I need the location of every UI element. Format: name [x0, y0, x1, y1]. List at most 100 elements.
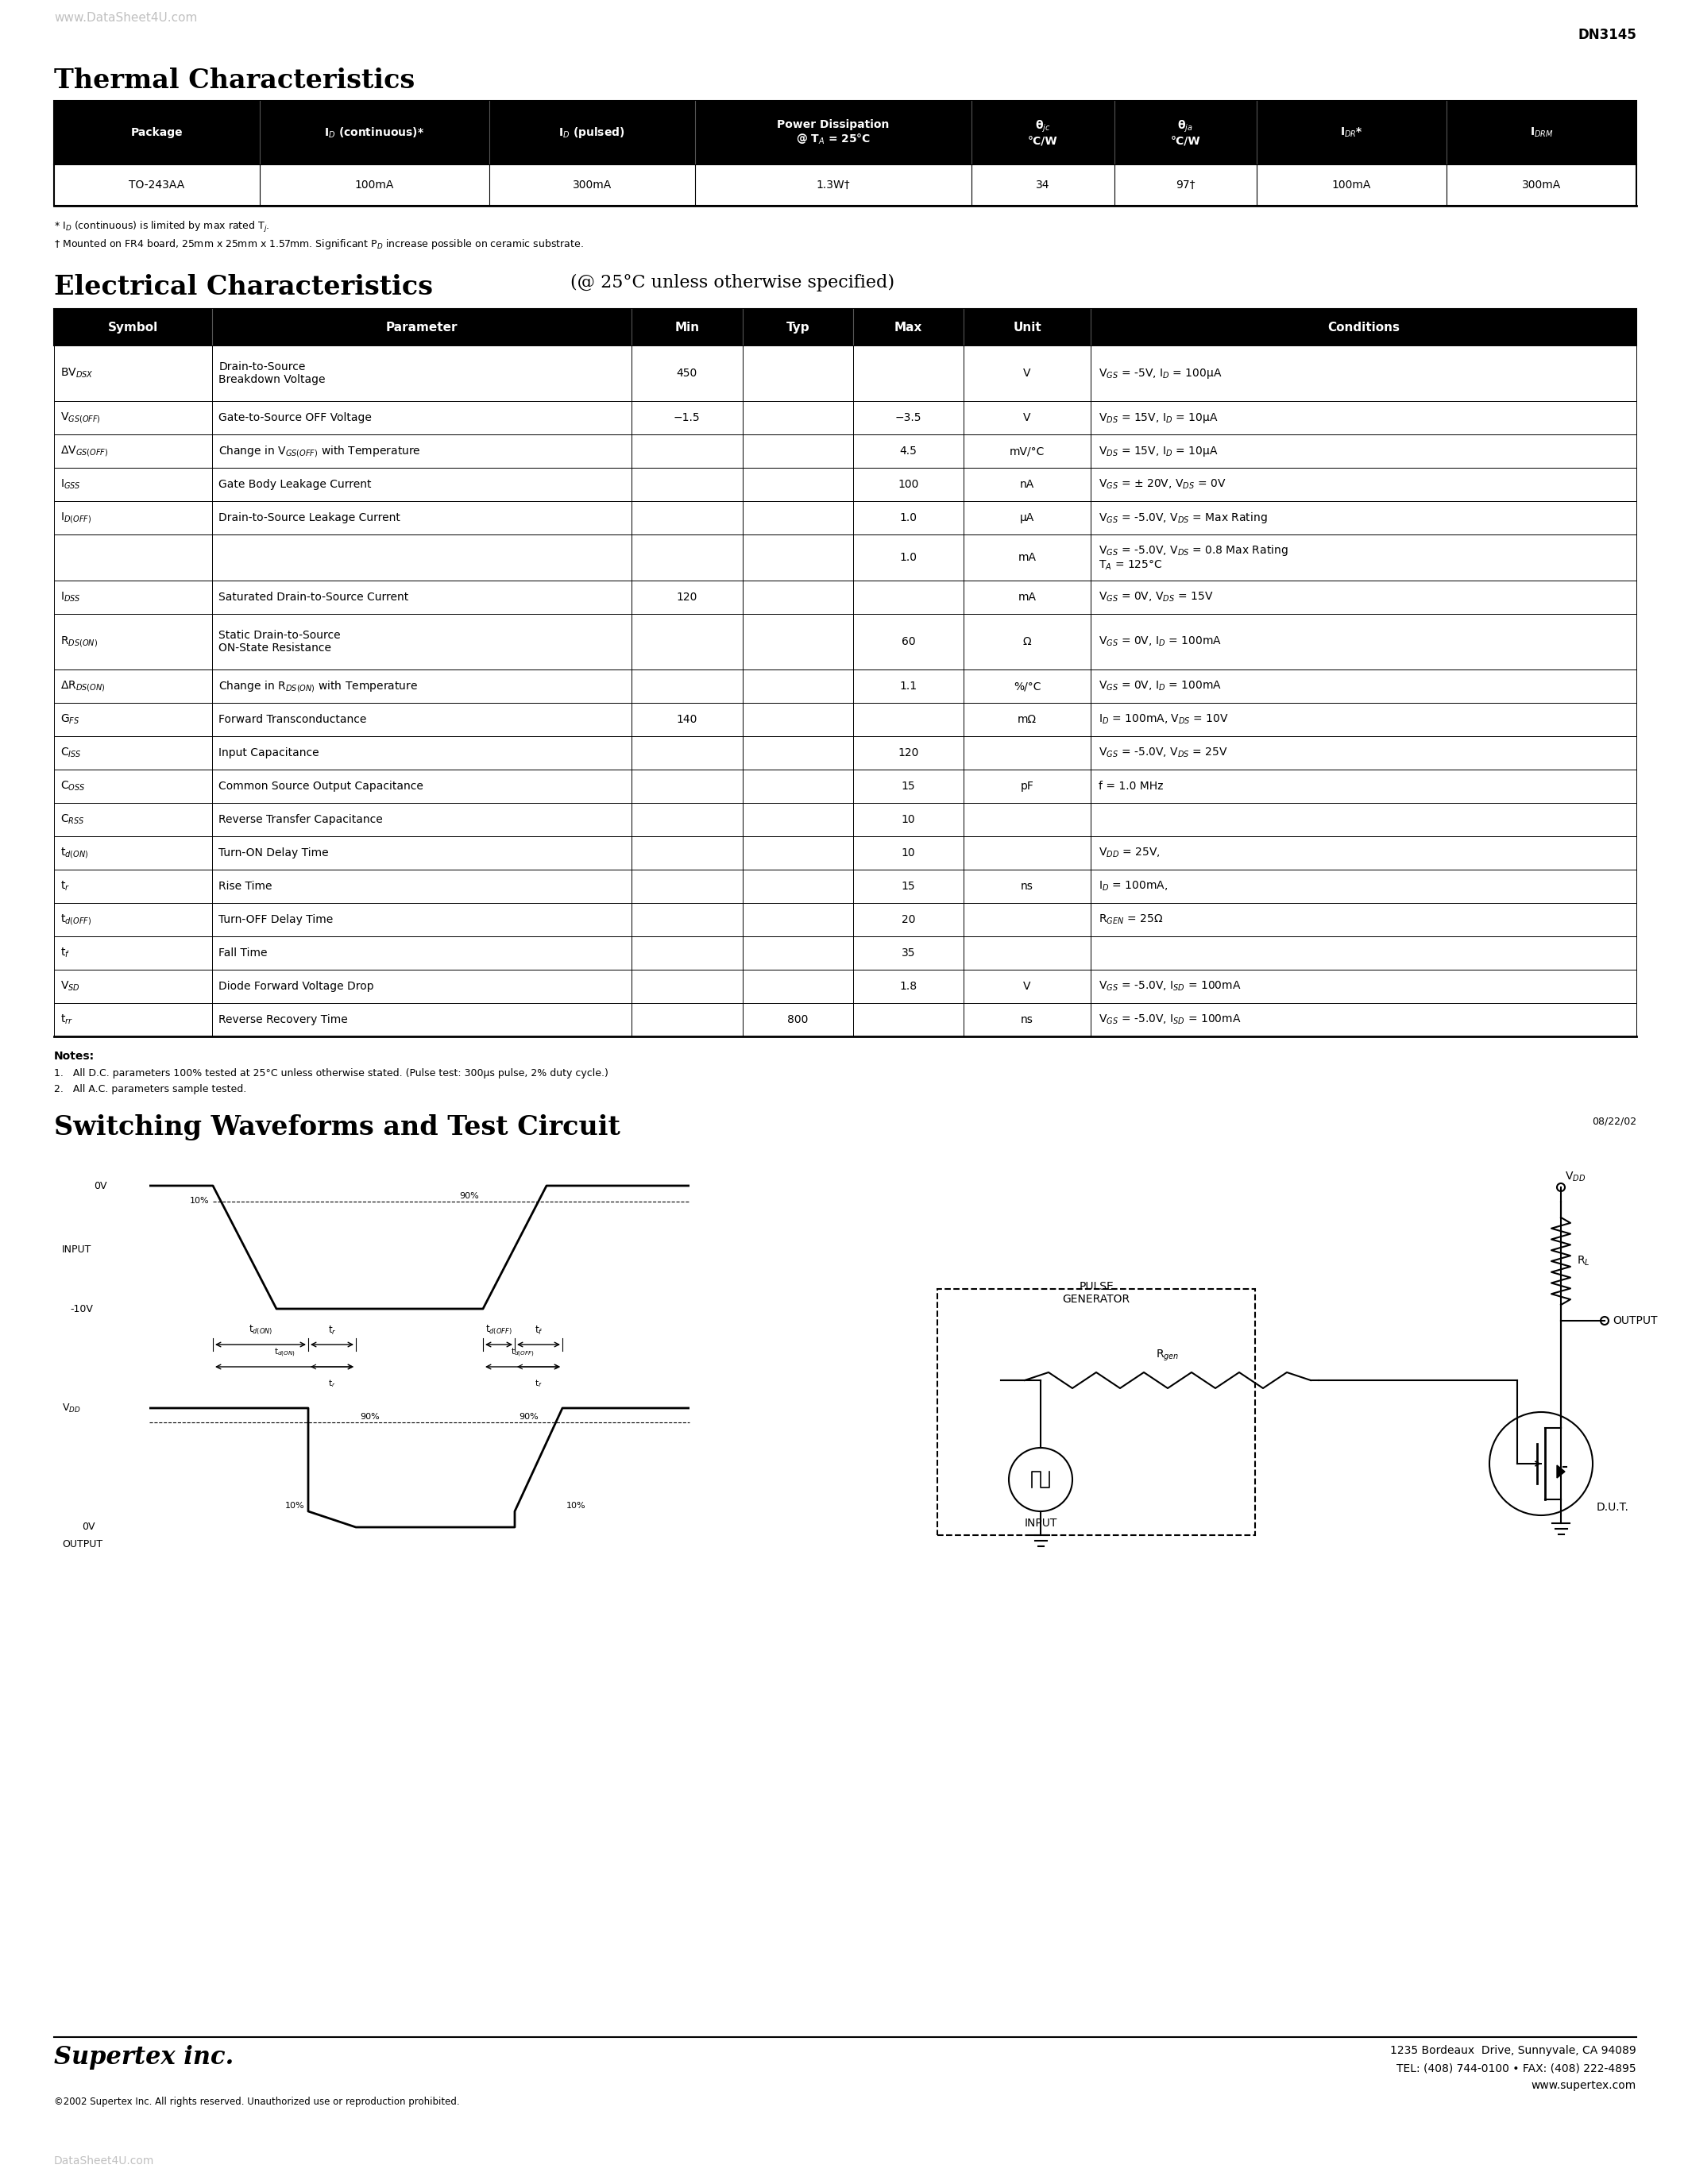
Text: Turn-OFF Delay Time: Turn-OFF Delay Time	[219, 915, 333, 926]
Text: t$_{d(ON)}$: t$_{d(ON)}$	[273, 1348, 295, 1358]
Bar	[54, 769, 1636, 804]
Text: −3.5: −3.5	[895, 413, 922, 424]
Text: Saturated Drain-to-Source Current: Saturated Drain-to-Source Current	[219, 592, 408, 603]
Text: Change in R$_{DS(ON)}$ with Temperature: Change in R$_{DS(ON)}$ with Temperature	[219, 679, 419, 695]
Text: Min: Min	[675, 321, 699, 334]
Text: 1.1: 1.1	[900, 681, 917, 692]
Text: R$_{gen}$: R$_{gen}$	[1156, 1348, 1180, 1363]
Text: PULSE
GENERATOR: PULSE GENERATOR	[1062, 1282, 1129, 1306]
Text: t$_{d(OFF)}$: t$_{d(OFF)}$	[486, 1324, 511, 1337]
Bar	[54, 100, 1636, 164]
Text: V$_{DD}$ = 25V,: V$_{DD}$ = 25V,	[1099, 847, 1160, 860]
Text: www.DataSheet4U.com: www.DataSheet4U.com	[54, 11, 197, 24]
Text: Fall Time: Fall Time	[219, 948, 267, 959]
Text: V$_{DD}$: V$_{DD}$	[1565, 1171, 1585, 1184]
Text: C$_{ISS}$: C$_{ISS}$	[61, 747, 81, 760]
Text: Gate Body Leakage Current: Gate Body Leakage Current	[219, 478, 371, 489]
Text: 1.0: 1.0	[900, 553, 917, 563]
Text: t$_r$: t$_r$	[61, 880, 69, 893]
Text: V: V	[1023, 981, 1031, 992]
Bar	[54, 670, 1636, 703]
Text: V$_{GS}$ = -5.0V, I$_{SD}$ = 100mA: V$_{GS}$ = -5.0V, I$_{SD}$ = 100mA	[1099, 1013, 1241, 1026]
Bar	[54, 869, 1636, 902]
Text: 300mA: 300mA	[572, 179, 611, 190]
Text: 90%: 90%	[518, 1413, 538, 1422]
Text: OUTPUT: OUTPUT	[1612, 1315, 1658, 1326]
Text: Static Drain-to-Source
ON-State Resistance: Static Drain-to-Source ON-State Resistan…	[219, 629, 341, 653]
Text: 10%: 10%	[189, 1197, 209, 1206]
Text: INPUT: INPUT	[62, 1245, 91, 1254]
Text: Drain-to-Source
Breakdown Voltage: Drain-to-Source Breakdown Voltage	[219, 360, 326, 384]
Text: C$_{OSS}$: C$_{OSS}$	[61, 780, 86, 793]
Text: I$_{D(OFF)}$: I$_{D(OFF)}$	[61, 511, 91, 524]
Text: Notes:: Notes:	[54, 1051, 95, 1061]
Text: I$_D$ = 100mA,: I$_D$ = 100mA,	[1099, 880, 1168, 893]
Text: INPUT: INPUT	[1025, 1518, 1057, 1529]
Text: 35: 35	[901, 948, 915, 959]
Text: pF: pF	[1021, 780, 1033, 793]
Text: 120: 120	[898, 747, 918, 758]
Bar	[54, 1002, 1636, 1037]
Text: Reverse Transfer Capacitance: Reverse Transfer Capacitance	[219, 815, 383, 826]
Text: Parameter: Parameter	[387, 321, 457, 334]
Bar	[54, 402, 1636, 435]
Text: 08/22/02: 08/22/02	[1592, 1116, 1636, 1127]
Text: Ω: Ω	[1023, 636, 1031, 646]
Text: 1.   All D.C. parameters 100% tested at 25°C unless otherwise stated. (Pulse tes: 1. All D.C. parameters 100% tested at 25…	[54, 1068, 608, 1079]
Text: 100mA: 100mA	[354, 179, 393, 190]
Text: I$_D$ (pulsed): I$_D$ (pulsed)	[559, 124, 625, 140]
Text: 10: 10	[901, 847, 915, 858]
Text: Switching Waveforms and Test Circuit: Switching Waveforms and Test Circuit	[54, 1114, 619, 1140]
Text: μA: μA	[1020, 513, 1035, 524]
Text: %/°C: %/°C	[1013, 681, 1041, 692]
Text: V$_{GS}$ = -5.0V, I$_{SD}$ = 100mA: V$_{GS}$ = -5.0V, I$_{SD}$ = 100mA	[1099, 981, 1241, 994]
Text: f = 1.0 MHz: f = 1.0 MHz	[1099, 780, 1163, 793]
Text: V$_{GS}$ = -5.0V, V$_{DS}$ = Max Rating: V$_{GS}$ = -5.0V, V$_{DS}$ = Max Rating	[1099, 511, 1268, 524]
Text: Electrical Characteristics: Electrical Characteristics	[54, 273, 442, 299]
Bar	[54, 345, 1636, 402]
Text: Change in V$_{GS(OFF)}$ with Temperature: Change in V$_{GS(OFF)}$ with Temperature	[219, 443, 420, 459]
Text: V$_{GS}$ = -5V, I$_D$ = 100μA: V$_{GS}$ = -5V, I$_D$ = 100μA	[1099, 367, 1222, 380]
Text: DataSheet4U.com: DataSheet4U.com	[54, 2156, 154, 2167]
Text: Forward Transconductance: Forward Transconductance	[219, 714, 366, 725]
Text: V$_{DS}$ = 15V, I$_D$ = 10μA: V$_{DS}$ = 15V, I$_D$ = 10μA	[1099, 411, 1219, 424]
Text: I$_{DSS}$: I$_{DSS}$	[61, 590, 81, 603]
Text: 90%: 90%	[360, 1413, 380, 1422]
Text: V: V	[1023, 367, 1031, 378]
Text: I$_{GSS}$: I$_{GSS}$	[61, 478, 81, 491]
Text: Supertex inc.: Supertex inc.	[54, 2044, 233, 2070]
Bar	[54, 937, 1636, 970]
Text: t$_{d(ON)}$: t$_{d(ON)}$	[61, 845, 88, 860]
Text: V$_{SD}$: V$_{SD}$	[61, 981, 79, 994]
Text: 10: 10	[901, 815, 915, 826]
Bar	[54, 970, 1636, 1002]
Text: 60: 60	[901, 636, 915, 646]
Bar	[54, 164, 1636, 205]
Text: ©2002 Supertex Inc. All rights reserved. Unauthorized use or reproduction prohib: ©2002 Supertex Inc. All rights reserved.…	[54, 2097, 459, 2108]
Bar	[54, 804, 1636, 836]
Text: I$_D$ (continuous)*: I$_D$ (continuous)*	[324, 127, 424, 140]
Text: V: V	[1023, 413, 1031, 424]
Text: www.supertex.com: www.supertex.com	[1531, 2079, 1636, 2090]
Text: Package: Package	[130, 127, 182, 138]
Text: Diode Forward Voltage Drop: Diode Forward Voltage Drop	[219, 981, 375, 992]
Text: 10%: 10%	[285, 1503, 304, 1509]
Text: R$_L$: R$_L$	[1577, 1254, 1590, 1267]
Text: ΔV$_{GS(OFF)}$: ΔV$_{GS(OFF)}$	[61, 443, 108, 459]
Text: nA: nA	[1020, 478, 1035, 489]
Text: 450: 450	[677, 367, 697, 378]
Text: Unit: Unit	[1013, 321, 1041, 334]
Text: Max: Max	[895, 321, 923, 334]
Text: Turn-ON Delay Time: Turn-ON Delay Time	[219, 847, 329, 858]
Bar	[54, 435, 1636, 467]
Text: Thermal Characteristics: Thermal Characteristics	[54, 68, 415, 94]
Bar	[54, 500, 1636, 535]
Bar	[54, 308, 1636, 345]
Text: 97†: 97†	[1175, 179, 1195, 190]
Text: TEL: (408) 744-0100 • FAX: (408) 222-4895: TEL: (408) 744-0100 • FAX: (408) 222-489…	[1396, 2062, 1636, 2073]
Text: mV/°C: mV/°C	[1009, 446, 1045, 456]
Text: V$_{GS(OFF)}$: V$_{GS(OFF)}$	[61, 411, 101, 426]
Text: * I$_D$ (continuous) is limited by max rated T$_j$.: * I$_D$ (continuous) is limited by max r…	[54, 221, 270, 234]
Text: ΔR$_{DS(ON)}$: ΔR$_{DS(ON)}$	[61, 679, 105, 692]
Text: BV$_{DSX}$: BV$_{DSX}$	[61, 367, 93, 380]
